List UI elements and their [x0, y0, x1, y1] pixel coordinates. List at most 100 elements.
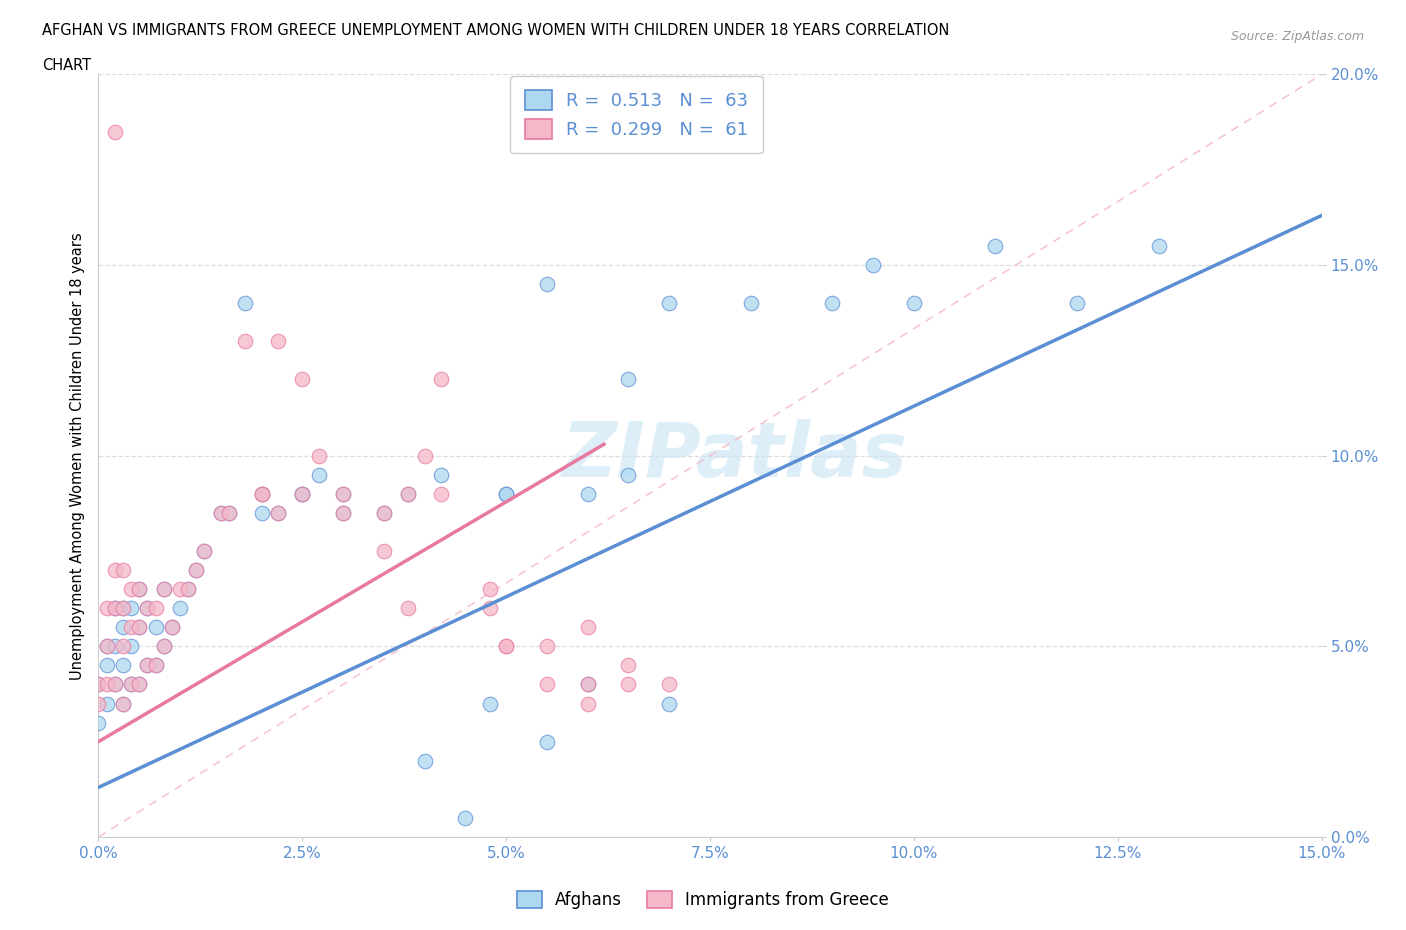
Point: [120, 601, 142, 616]
Point: [145, 658, 167, 673]
Point: [576, 677, 599, 692]
Point: [136, 601, 159, 616]
Point: [1147, 239, 1170, 254]
Point: [233, 334, 256, 349]
Point: [218, 506, 240, 521]
Point: [87, 677, 110, 692]
Point: [120, 639, 142, 654]
Point: [1066, 296, 1088, 311]
Point: [576, 620, 599, 635]
Point: [291, 486, 314, 501]
Point: [128, 582, 150, 597]
Point: [111, 696, 134, 711]
Legend: R =  0.513   N =  63, R =  0.299   N =  61: R = 0.513 N = 63, R = 0.299 N = 61: [510, 76, 763, 153]
Point: [104, 639, 127, 654]
Point: [96, 696, 118, 711]
Point: [373, 544, 395, 559]
Point: [87, 677, 110, 692]
Point: [576, 696, 599, 711]
Point: [87, 696, 110, 711]
Point: [120, 620, 142, 635]
Point: [862, 258, 884, 272]
Point: [576, 677, 599, 692]
Point: [177, 582, 200, 597]
Point: [267, 506, 290, 521]
Point: [332, 506, 354, 521]
Point: [332, 486, 354, 501]
Point: [495, 639, 517, 654]
Point: [152, 582, 174, 597]
Point: [250, 486, 273, 501]
Point: [478, 696, 501, 711]
Point: [136, 658, 159, 673]
Point: [903, 296, 925, 311]
Point: [169, 582, 191, 597]
Point: [111, 620, 134, 635]
Point: [308, 448, 330, 463]
Point: [495, 639, 517, 654]
Point: [193, 544, 215, 559]
Point: [120, 582, 142, 597]
Point: [396, 486, 419, 501]
Point: [120, 677, 142, 692]
Point: [111, 601, 134, 616]
Point: [186, 563, 208, 578]
Point: [536, 639, 558, 654]
Point: [430, 468, 453, 483]
Point: [536, 735, 558, 750]
Point: [396, 486, 419, 501]
Point: [617, 468, 640, 483]
Point: [536, 677, 558, 692]
Text: CHART: CHART: [42, 58, 91, 73]
Legend: Afghans, Immigrants from Greece: Afghans, Immigrants from Greece: [509, 883, 897, 917]
Point: [617, 372, 640, 387]
Point: [218, 506, 240, 521]
Point: [152, 582, 174, 597]
Text: Source: ZipAtlas.com: Source: ZipAtlas.com: [1230, 30, 1364, 43]
Point: [96, 639, 118, 654]
Point: [267, 334, 290, 349]
Point: [120, 677, 142, 692]
Point: [152, 639, 174, 654]
Point: [454, 811, 477, 826]
Point: [186, 563, 208, 578]
Point: [413, 753, 436, 768]
Point: [111, 658, 134, 673]
Point: [250, 506, 273, 521]
Point: [984, 239, 1007, 254]
Point: [136, 658, 159, 673]
Point: [430, 372, 453, 387]
Point: [308, 468, 330, 483]
Point: [740, 296, 762, 311]
Point: [145, 601, 167, 616]
Text: ZIPatlas: ZIPatlas: [561, 418, 907, 493]
Point: [111, 601, 134, 616]
Point: [96, 658, 118, 673]
Point: [111, 696, 134, 711]
Point: [373, 506, 395, 521]
Point: [96, 677, 118, 692]
Point: [658, 296, 681, 311]
Point: [145, 658, 167, 673]
Point: [145, 620, 167, 635]
Point: [104, 677, 127, 692]
Point: [658, 696, 681, 711]
Text: AFGHAN VS IMMIGRANTS FROM GREECE UNEMPLOYMENT AMONG WOMEN WITH CHILDREN UNDER 18: AFGHAN VS IMMIGRANTS FROM GREECE UNEMPLO…: [42, 23, 949, 38]
Point: [478, 582, 501, 597]
Point: [617, 677, 640, 692]
Point: [111, 639, 134, 654]
Point: [332, 506, 354, 521]
Point: [128, 677, 150, 692]
Point: [160, 620, 183, 635]
Point: [413, 448, 436, 463]
Point: [373, 506, 395, 521]
Point: [576, 486, 599, 501]
Point: [136, 601, 159, 616]
Point: [495, 486, 517, 501]
Point: [96, 639, 118, 654]
Point: [617, 658, 640, 673]
Point: [495, 486, 517, 501]
Point: [658, 677, 681, 692]
Point: [111, 563, 134, 578]
Point: [128, 620, 150, 635]
